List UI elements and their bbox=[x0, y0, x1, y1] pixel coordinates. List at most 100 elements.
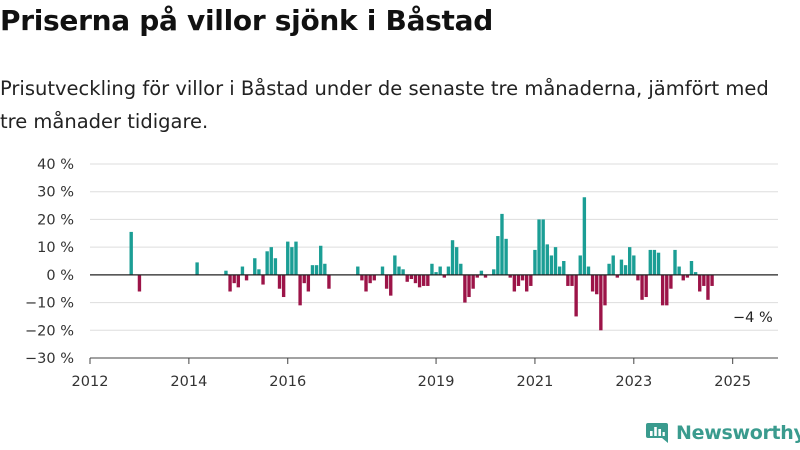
bars bbox=[129, 197, 714, 331]
bar bbox=[277, 274, 282, 289]
annotation-label: −4 % bbox=[733, 310, 773, 326]
bar bbox=[380, 266, 385, 275]
y-axis-ticks: −30 % −20 % −10 % 0 % 10 % 20 % 30 % 40 % bbox=[25, 157, 74, 367]
bar bbox=[537, 219, 541, 275]
bar bbox=[479, 270, 484, 275]
y-tick-label: −20 % bbox=[25, 323, 74, 339]
bar bbox=[516, 274, 521, 286]
bar bbox=[463, 274, 467, 303]
x-tick-label: 2012 bbox=[72, 374, 109, 390]
bar bbox=[586, 266, 591, 275]
bar bbox=[244, 274, 249, 281]
bar bbox=[640, 274, 644, 300]
bar bbox=[302, 274, 306, 284]
bar bbox=[467, 274, 471, 298]
bar bbox=[224, 270, 228, 275]
bar bbox=[590, 274, 595, 292]
bar bbox=[442, 274, 446, 278]
y-tick-label: 30 % bbox=[37, 185, 74, 201]
bar bbox=[529, 274, 533, 286]
bar bbox=[319, 245, 323, 275]
bar bbox=[438, 266, 442, 275]
bar bbox=[549, 255, 554, 275]
bar bbox=[401, 269, 405, 275]
bar bbox=[459, 263, 463, 275]
bar bbox=[397, 266, 401, 275]
x-tick-label: 2025 bbox=[714, 374, 751, 390]
bar bbox=[298, 274, 302, 306]
bar bbox=[228, 274, 232, 292]
bar bbox=[710, 274, 714, 286]
bar bbox=[137, 274, 142, 292]
bar bbox=[504, 238, 508, 275]
x-tick-label: 2023 bbox=[615, 374, 652, 390]
bar bbox=[286, 241, 290, 275]
bar bbox=[290, 247, 294, 275]
bar bbox=[673, 249, 677, 275]
bar bbox=[656, 252, 661, 275]
bar bbox=[450, 240, 455, 275]
grid-lines bbox=[90, 163, 778, 359]
bar bbox=[648, 249, 652, 275]
bar bbox=[327, 274, 331, 289]
x-axis-ticks: 2012 2014 2016 2019 2021 2023 2025 bbox=[72, 358, 751, 390]
bar bbox=[314, 265, 319, 275]
bar bbox=[236, 274, 240, 288]
bar bbox=[323, 263, 327, 275]
bar bbox=[426, 274, 430, 286]
bar bbox=[364, 274, 368, 292]
bar bbox=[557, 266, 562, 275]
bar bbox=[652, 249, 657, 275]
bar bbox=[475, 274, 479, 278]
bar bbox=[372, 274, 376, 281]
bar bbox=[628, 247, 632, 275]
brand-name: Newsworthy bbox=[676, 422, 800, 444]
bar bbox=[240, 266, 245, 275]
bar bbox=[693, 272, 698, 275]
bar bbox=[232, 274, 236, 284]
bar bbox=[430, 263, 434, 275]
x-tick-label: 2021 bbox=[516, 374, 553, 390]
bar bbox=[265, 251, 269, 275]
bar bbox=[496, 236, 500, 275]
bar bbox=[422, 274, 426, 286]
newsworthy-logo: Newsworthy bbox=[645, 420, 800, 446]
bar bbox=[533, 249, 537, 275]
bar bbox=[405, 274, 409, 282]
y-tick-label: −30 % bbox=[25, 351, 74, 367]
bar bbox=[393, 255, 397, 275]
bar bbox=[253, 258, 257, 275]
bar bbox=[595, 274, 599, 295]
bar bbox=[434, 272, 438, 275]
bar bbox=[525, 274, 529, 292]
bar bbox=[261, 274, 265, 285]
bar bbox=[356, 266, 360, 275]
bar bbox=[677, 266, 681, 275]
bar bbox=[508, 274, 512, 278]
bar bbox=[603, 274, 607, 306]
bar bbox=[541, 219, 545, 275]
bar bbox=[570, 274, 574, 286]
bar bbox=[689, 261, 694, 275]
y-tick-label: 0 % bbox=[46, 268, 74, 284]
bar bbox=[195, 262, 199, 275]
bar bbox=[384, 274, 389, 289]
bar bbox=[273, 258, 278, 275]
bar bbox=[360, 274, 364, 281]
bar bbox=[413, 274, 418, 284]
bar bbox=[574, 274, 578, 317]
bar bbox=[636, 274, 640, 281]
bar bbox=[623, 265, 628, 275]
bar bbox=[409, 274, 414, 280]
y-tick-label: 10 % bbox=[37, 240, 74, 256]
bar bbox=[269, 247, 273, 275]
chart-subtitle: Prisutveckling för villor i Båstad under… bbox=[0, 77, 769, 133]
annotation: −4 % bbox=[733, 310, 773, 326]
bar bbox=[483, 274, 488, 278]
newsworthy-logo-icon bbox=[646, 423, 668, 443]
bar bbox=[310, 265, 315, 275]
bar bbox=[702, 274, 706, 286]
bar bbox=[520, 274, 525, 281]
bar bbox=[417, 274, 422, 288]
